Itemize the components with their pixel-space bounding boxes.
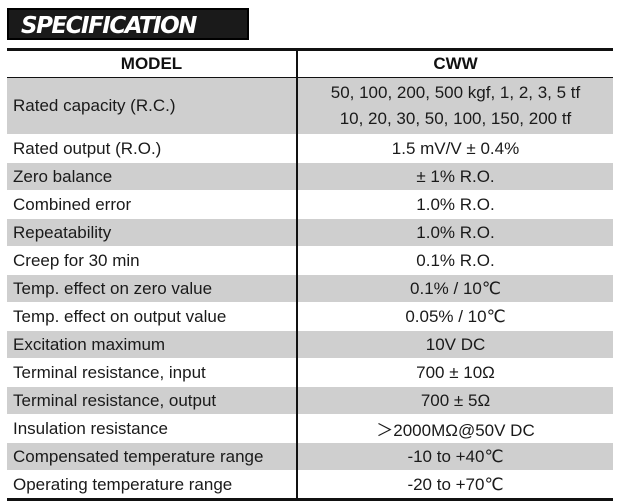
spec-label: Compensated temperature range xyxy=(7,442,298,471)
spec-label: Zero balance xyxy=(7,162,298,191)
spec-label: Creep for 30 min xyxy=(7,246,298,275)
spec-value: ＞2000MΩ@50V DC xyxy=(297,414,613,443)
spec-label: Rated output (R.O.) xyxy=(7,134,298,163)
spec-value: 10V DC xyxy=(297,330,613,359)
spec-row: Terminal resistance, output 700 ± 5Ω xyxy=(7,386,613,415)
spec-value: 700 ± 10Ω xyxy=(297,358,613,387)
spec-label: Terminal resistance, input xyxy=(7,358,298,387)
model-value-header: CWW xyxy=(297,49,613,78)
spec-row: Rated output (R.O.) 1.5 mV/V ± 0.4% xyxy=(7,134,613,163)
spec-row: Insulation resistance ＞2000MΩ@50V DC xyxy=(7,414,613,443)
spec-value: 0.1% R.O. xyxy=(297,246,613,275)
spec-value: ± 1% R.O. xyxy=(297,162,613,191)
spec-label: Excitation maximum xyxy=(7,330,298,359)
spec-row: Zero balance ± 1% R.O. xyxy=(7,162,613,191)
spec-value: 1.0% R.O. xyxy=(297,218,613,247)
spec-value: 0.1% / 10℃ xyxy=(297,274,613,303)
spec-label: Temp. effect on output value xyxy=(7,302,298,331)
spec-row: Creep for 30 min 0.1% R.O. xyxy=(7,246,613,275)
section-banner: SPECIFICATION xyxy=(7,8,249,40)
spec-row: Temp. effect on output value 0.05% / 10℃ xyxy=(7,302,613,331)
spec-label: Terminal resistance, output xyxy=(7,386,298,415)
spec-value: -10 to +40℃ xyxy=(297,442,613,471)
spec-row-rated-capacity: Rated capacity (R.C.) 50, 100, 200, 500 … xyxy=(7,77,613,135)
spec-row: Repeatability 1.0% R.O. xyxy=(7,218,613,247)
spec-value: 0.05% / 10℃ xyxy=(297,302,613,331)
table-header-row: MODEL CWW xyxy=(7,49,613,78)
model-header: MODEL xyxy=(7,49,298,78)
spec-label: Combined error xyxy=(7,190,298,219)
spec-label: Rated capacity (R.C.) xyxy=(7,77,298,135)
spec-value: -20 to +70℃ xyxy=(297,470,613,500)
spec-row: Compensated temperature range -10 to +40… xyxy=(7,442,613,471)
section-title: SPECIFICATION xyxy=(21,13,197,39)
capacity-line-tf: 10, 20, 30, 50, 100, 150, 200 tf xyxy=(339,109,572,128)
spec-label: Temp. effect on zero value xyxy=(7,274,298,303)
spec-value: 700 ± 5Ω xyxy=(297,386,613,415)
spec-row: Terminal resistance, input 700 ± 10Ω xyxy=(7,358,613,387)
spec-value: 1.0% R.O. xyxy=(297,190,613,219)
spec-label: Repeatability xyxy=(7,218,298,247)
spec-row: Operating temperature range -20 to +70℃ xyxy=(7,470,613,500)
spec-row: Temp. effect on zero value 0.1% / 10℃ xyxy=(7,274,613,303)
spec-label: Insulation resistance xyxy=(7,414,298,443)
specification-table: MODEL CWW Rated capacity (R.C.) 50, 100,… xyxy=(7,48,613,501)
spec-value: 50, 100, 200, 500 kgf, 1, 2, 3, 5 tf 10,… xyxy=(297,77,613,135)
spec-label: Operating temperature range xyxy=(7,470,298,500)
capacity-line-kgf: 50, 100, 200, 500 kgf, 1, 2, 3, 5 tf xyxy=(330,83,581,102)
spec-value: 1.5 mV/V ± 0.4% xyxy=(297,134,613,163)
spec-row: Combined error 1.0% R.O. xyxy=(7,190,613,219)
spec-row: Excitation maximum 10V DC xyxy=(7,330,613,359)
